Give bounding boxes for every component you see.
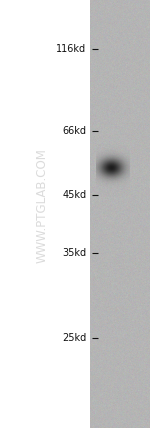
Text: 25kd: 25kd — [62, 333, 86, 343]
Bar — [0, 0, 90, 428]
Text: WWW.PTGLAB.COM: WWW.PTGLAB.COM — [36, 148, 48, 263]
Text: 35kd: 35kd — [62, 247, 86, 258]
Text: 45kd: 45kd — [62, 190, 86, 200]
Text: 66kd: 66kd — [62, 125, 86, 136]
Text: 116kd: 116kd — [56, 44, 86, 54]
Bar — [90, 0, 150, 428]
